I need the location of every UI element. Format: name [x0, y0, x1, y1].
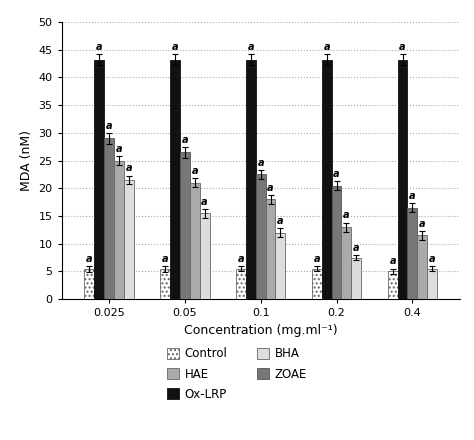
Text: a: a — [333, 169, 340, 179]
Bar — [265, 199, 275, 299]
Text: a: a — [116, 144, 122, 154]
Bar — [180, 152, 190, 299]
Text: a: a — [201, 197, 208, 207]
Bar — [408, 208, 417, 299]
Bar — [104, 139, 114, 299]
Text: a: a — [172, 42, 178, 52]
Bar — [200, 213, 210, 299]
Text: a: a — [267, 183, 274, 193]
Bar — [170, 60, 180, 299]
Bar — [351, 257, 361, 299]
Text: a: a — [182, 135, 188, 144]
Bar — [114, 161, 124, 299]
Bar — [124, 180, 134, 299]
Text: a: a — [353, 242, 360, 253]
Bar — [190, 183, 200, 299]
Text: a: a — [399, 42, 406, 52]
Bar — [341, 227, 351, 299]
Bar — [332, 186, 341, 299]
Text: a: a — [86, 254, 92, 264]
Bar — [275, 233, 285, 299]
Text: a: a — [409, 191, 416, 201]
Text: a: a — [429, 254, 436, 264]
Bar — [398, 60, 408, 299]
Legend: Control, HAE, Ox-LRP, BHA, ZOAE: Control, HAE, Ox-LRP, BHA, ZOAE — [167, 348, 307, 400]
Bar — [160, 269, 170, 299]
Y-axis label: MDA (nM): MDA (nM) — [20, 130, 33, 191]
Text: a: a — [162, 254, 168, 264]
Text: a: a — [323, 42, 330, 52]
Bar — [84, 269, 94, 299]
Text: a: a — [277, 216, 284, 226]
Text: a: a — [191, 166, 198, 176]
Text: a: a — [126, 163, 132, 173]
Bar — [246, 60, 256, 299]
Bar — [94, 60, 104, 299]
Text: a: a — [419, 219, 426, 229]
Bar — [427, 269, 437, 299]
Text: a: a — [247, 42, 254, 52]
Bar — [312, 269, 322, 299]
X-axis label: Concentration (mg.ml⁻¹): Concentration (mg.ml⁻¹) — [184, 324, 337, 337]
Bar — [388, 271, 398, 299]
Text: a: a — [313, 254, 320, 264]
Text: a: a — [389, 257, 396, 267]
Text: a: a — [106, 121, 112, 131]
Text: a: a — [257, 158, 264, 168]
Text: a: a — [343, 210, 350, 220]
Bar — [236, 269, 246, 299]
Text: a: a — [237, 254, 244, 264]
Bar — [256, 174, 265, 299]
Text: a: a — [96, 42, 102, 52]
Bar — [322, 60, 332, 299]
Bar — [417, 235, 427, 299]
